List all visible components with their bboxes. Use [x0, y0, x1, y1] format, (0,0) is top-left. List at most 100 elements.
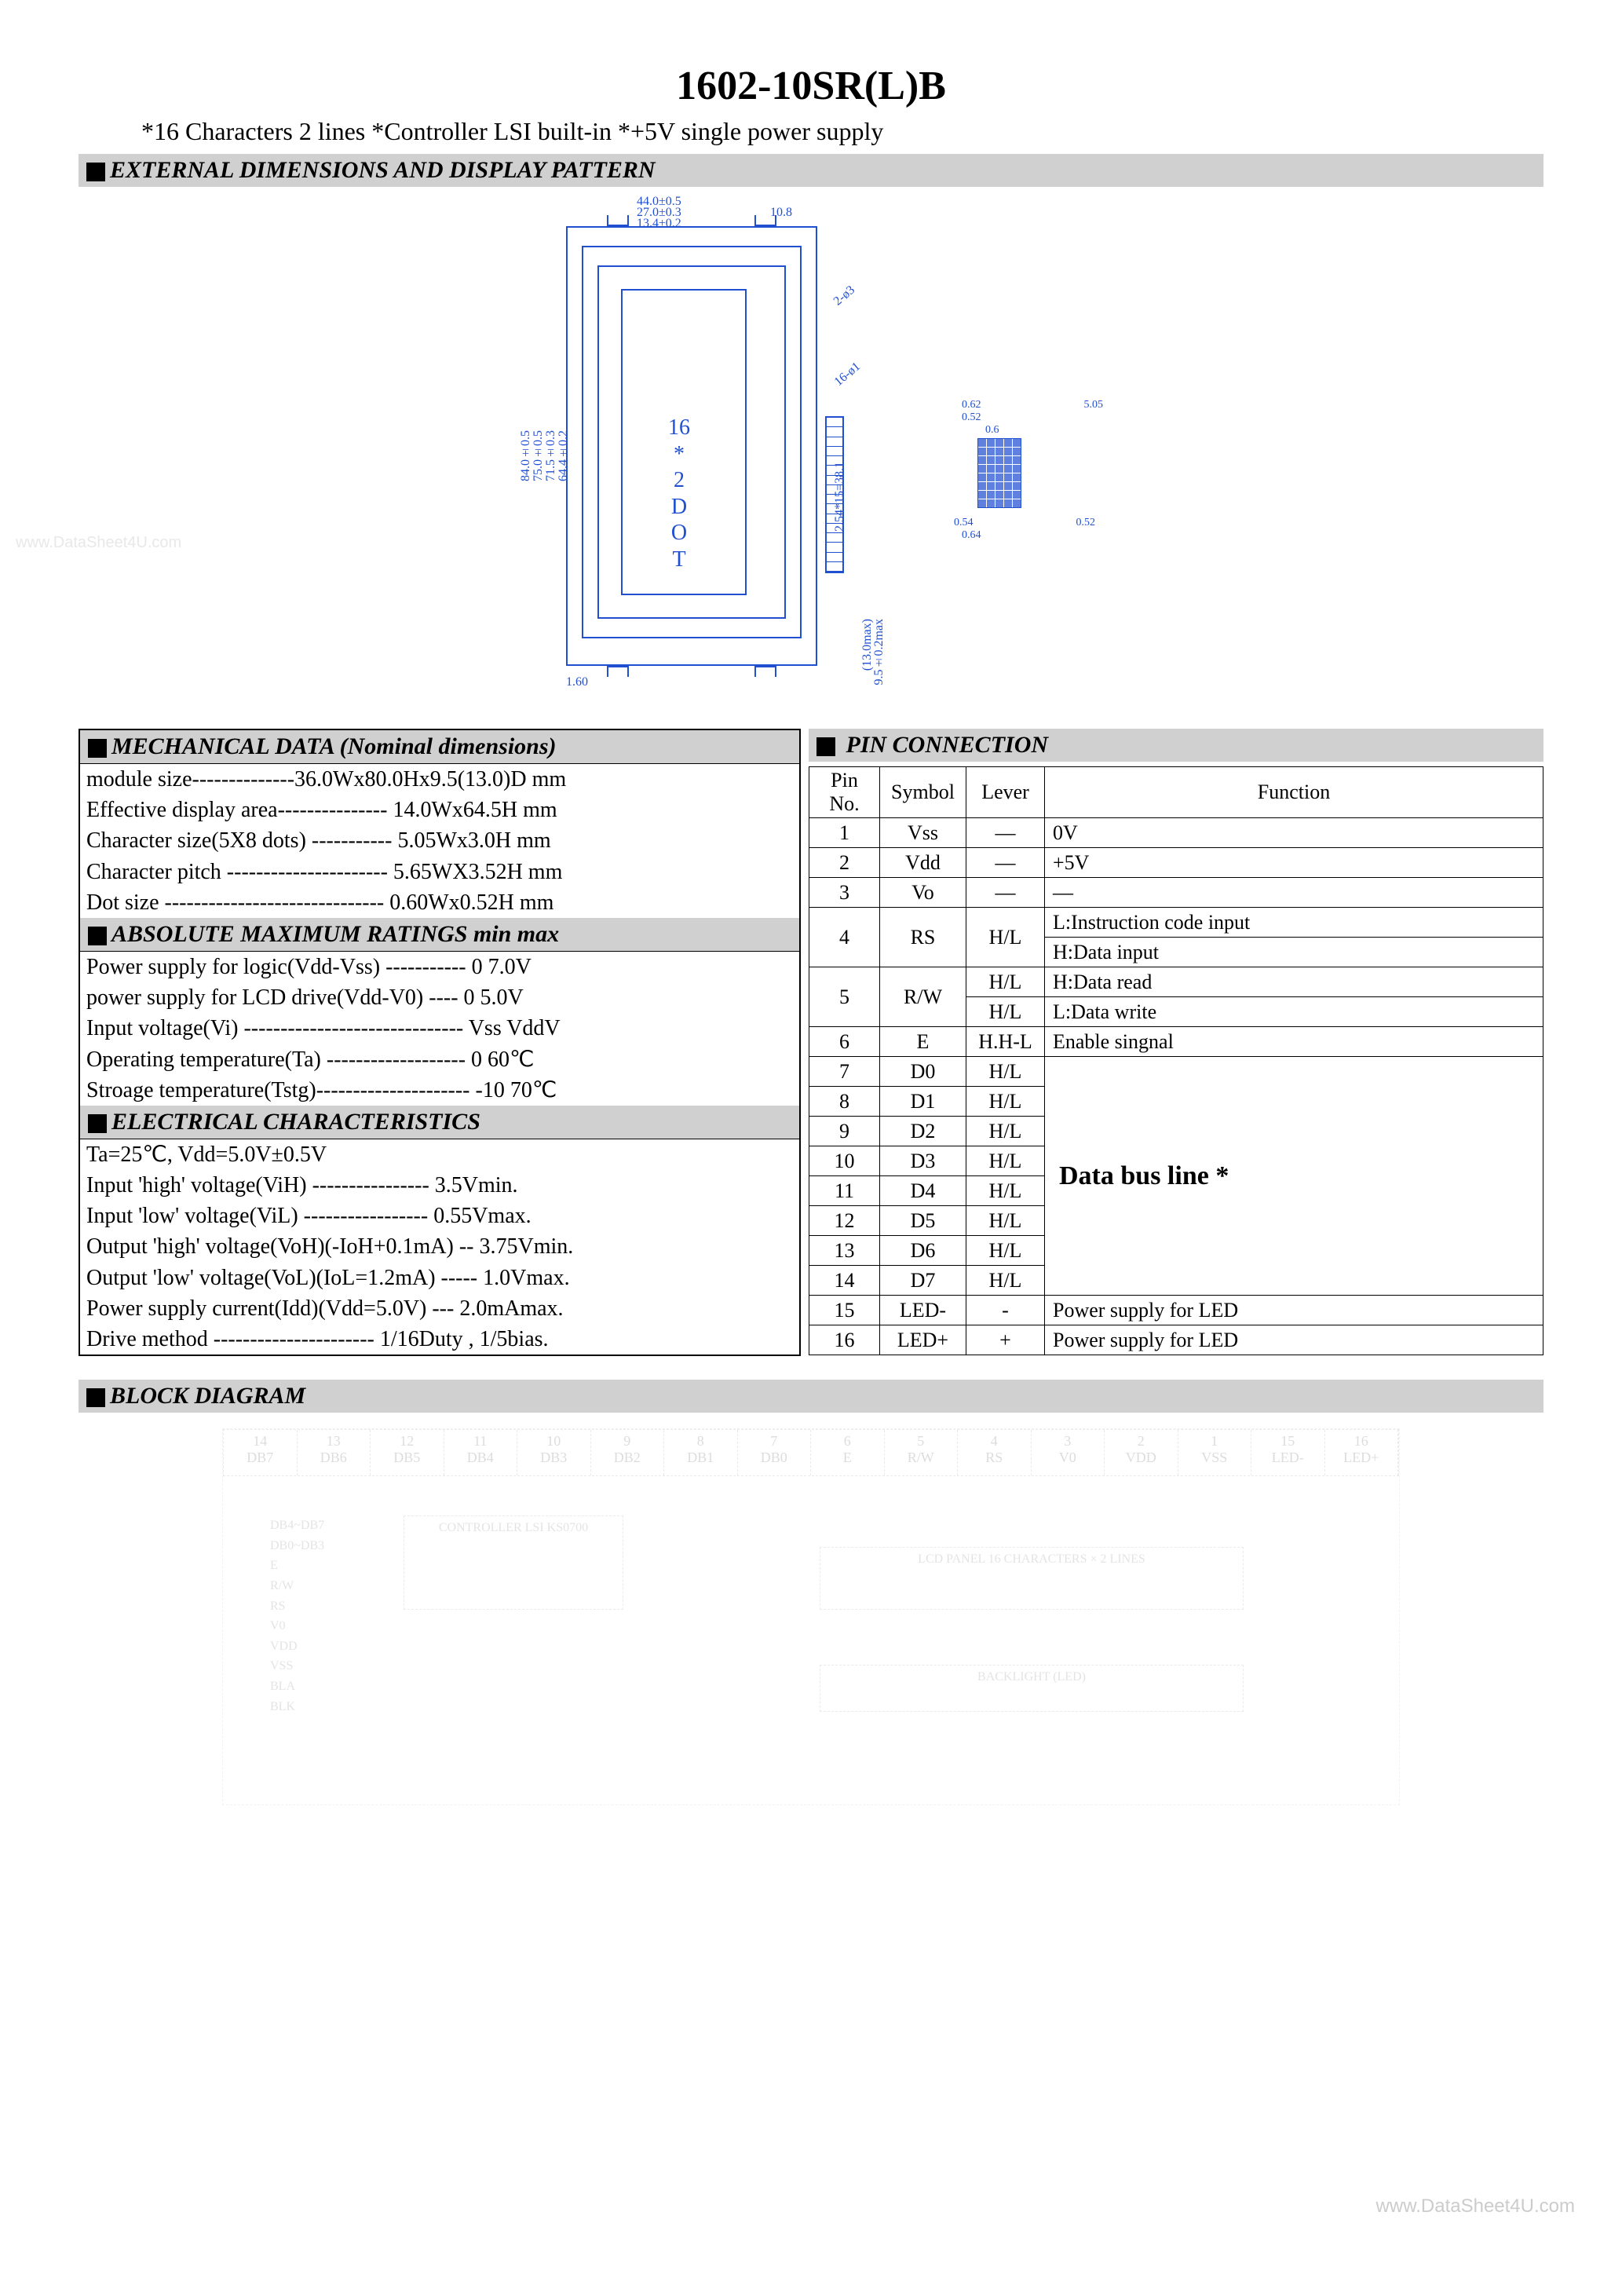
- absmax-line: Power supply for logic(Vdd-Vss) --------…: [80, 952, 799, 982]
- bd-left-label: RS: [270, 1596, 324, 1617]
- bd-pin: 5R/W: [885, 1430, 959, 1475]
- table-row: 15LED--Power supply for LED: [809, 1296, 1543, 1325]
- square-icon: [88, 927, 107, 945]
- section-block-label: BLOCK DIAGRAM: [110, 1383, 305, 1409]
- square-icon: [816, 737, 835, 756]
- page-subtitle: *16 Characters 2 lines *Controller LSI b…: [79, 117, 1543, 146]
- mech-line: Effective display area--------------- 14…: [80, 795, 799, 825]
- bd-pin: 8DB1: [664, 1430, 738, 1475]
- dim-depth-2: 9.5±0.2max: [872, 619, 886, 686]
- bd-left-label: V0: [270, 1616, 324, 1636]
- mech-line: Character size(5X8 dots) ----------- 5.0…: [80, 825, 799, 856]
- char-dim-2: 0.52: [962, 411, 981, 424]
- section-pin-label: PIN CONNECTION: [840, 732, 1048, 758]
- char-dim-4: 0.6: [985, 424, 999, 437]
- bd-backlight-box: BACKLIGHT (LED): [820, 1665, 1244, 1712]
- pin-connection-table: Pin No. Symbol Lever Function 1Vss—0V 2V…: [809, 766, 1543, 1355]
- square-icon: [86, 163, 105, 181]
- table-row: 4RSH/LL:Instruction code input: [809, 908, 1543, 938]
- section-electrical-label: ELECTRICAL CHARACTERISTICS: [111, 1109, 480, 1135]
- bd-pin: 3V0: [1032, 1430, 1105, 1475]
- col-function: Function: [1045, 767, 1543, 818]
- section-mechanical-label: MECHANICAL DATA (Nominal dimensions): [111, 733, 557, 759]
- bd-left-label: DB0~DB3: [270, 1536, 324, 1556]
- bd-pin: 10DB3: [517, 1430, 591, 1475]
- section-abs-max: ABSOLUTE MAXIMUM RATINGS min max: [80, 918, 799, 952]
- char-dim-7: 0.52: [1076, 517, 1096, 529]
- bd-pin: 14DB7: [224, 1430, 298, 1475]
- bd-pin: 4RS: [958, 1430, 1032, 1475]
- bd-left-label: DB4~DB7: [270, 1515, 324, 1536]
- absmax-line: Operating temperature(Ta) --------------…: [80, 1044, 799, 1075]
- pcb-tab: [754, 666, 776, 677]
- square-icon: [86, 1388, 105, 1407]
- data-bus-cell: Data bus line *: [1045, 1057, 1543, 1296]
- section-external-dimensions: EXTERNAL DIMENSIONS AND DISPLAY PATTERN: [79, 154, 1543, 187]
- char-dim-6: 0.64: [962, 529, 981, 542]
- character-detail-drawing: 0.62 0.52 5.05 0.6 0.54 0.64 0.52: [962, 430, 1103, 556]
- bd-pin: 16LED+: [1325, 1430, 1399, 1475]
- bd-pin: 15LED-: [1251, 1430, 1325, 1475]
- dim-hole-1: 2-ø3: [831, 283, 858, 309]
- dimension-diagram: 44.0±0.5 27.0±0.3 13.4±0.2 10.8 16 * 2 D…: [79, 195, 1543, 713]
- section-block-diagram: BLOCK DIAGRAM: [79, 1380, 1543, 1413]
- table-row: 16LED++Power supply for LED: [809, 1325, 1543, 1355]
- bd-left-label: E: [270, 1556, 324, 1576]
- mech-line: Character pitch ---------------------- 5…: [80, 857, 799, 887]
- char-dim-1: 0.62: [962, 399, 981, 411]
- pcb-tab: [607, 215, 629, 226]
- bd-left-label: VSS: [270, 1656, 324, 1676]
- bd-pin: 12DB5: [371, 1430, 444, 1475]
- pcb-tab: [607, 666, 629, 677]
- block-diagram-pin-row: 14DB713DB612DB511DB410DB39DB28DB17DB06E5…: [223, 1429, 1399, 1476]
- absmax-line: power supply for LCD drive(Vdd-V0) ---- …: [80, 982, 799, 1013]
- table-row: 1Vss—0V: [809, 818, 1543, 848]
- col-pin-no: Pin No.: [809, 767, 880, 818]
- bd-left-label: BLK: [270, 1697, 324, 1717]
- section-electrical: ELECTRICAL CHARACTERISTICS: [80, 1106, 799, 1139]
- absmax-line: Stroage temperature(Tstg)---------------…: [80, 1075, 799, 1106]
- bd-pin: 11DB4: [444, 1430, 518, 1475]
- dim-left-4: 64.4±0.2: [557, 430, 571, 481]
- lcd-outline-drawing: 44.0±0.5 27.0±0.3 13.4±0.2 10.8 16 * 2 D…: [519, 195, 864, 682]
- table-header-row: Pin No. Symbol Lever Function: [809, 767, 1543, 818]
- elec-line: Drive method ---------------------- 1/16…: [80, 1324, 799, 1355]
- bd-controller-box: CONTROLLER LSI KS0700: [404, 1515, 623, 1610]
- table-row: 3Vo——: [809, 878, 1543, 908]
- bd-pin: 9DB2: [591, 1430, 665, 1475]
- dim-hole-2: 16-ø1: [832, 360, 864, 389]
- bd-lcd-panel-box: LCD PANEL 16 CHARACTERS × 2 LINES: [820, 1547, 1244, 1610]
- bd-pin: 2VDD: [1105, 1430, 1178, 1475]
- table-row: 2Vdd—+5V: [809, 848, 1543, 878]
- elec-line: Output 'low' voltage(VoL)(IoL=1.2mA) ---…: [80, 1263, 799, 1293]
- square-icon: [88, 1114, 107, 1133]
- section-pin-connection: PIN CONNECTION: [809, 729, 1543, 762]
- lcd-panel-text: 16 * 2 D O T: [668, 415, 690, 573]
- pcb-tab: [754, 215, 776, 226]
- bd-left-labels: DB4~DB7DB0~DB3ER/WRSV0VDDVSSBLABLK: [270, 1515, 324, 1717]
- fn-data-read: H:Data read: [1045, 967, 1543, 997]
- col-symbol: Symbol: [880, 767, 966, 818]
- char-dim-5: 0.54: [954, 517, 974, 529]
- absmax-line: Input voltage(Vi) ----------------------…: [80, 1013, 799, 1044]
- table-row: 7D0H/LData bus line *: [809, 1057, 1543, 1087]
- square-icon: [88, 739, 107, 758]
- page-title: 1602-10SR(L)B: [79, 63, 1543, 109]
- bd-pin: 6E: [811, 1430, 885, 1475]
- section-external-label: EXTERNAL DIMENSIONS AND DISPLAY PATTERN: [110, 157, 656, 183]
- elec-line: Input 'high' voltage(ViH) --------------…: [80, 1170, 799, 1201]
- char-dim-3: 5.05: [1084, 399, 1104, 411]
- mech-line: Dot size ------------------------------ …: [80, 887, 799, 918]
- section-abs-max-label: ABSOLUTE MAXIMUM RATINGS min max: [111, 921, 559, 947]
- mechanical-data-box: MECHANICAL DATA (Nominal dimensions) mod…: [79, 729, 801, 1356]
- fn-data-input: H:Data input: [1045, 938, 1543, 967]
- mech-line: module size--------------36.0Wx80.0Hx9.5…: [80, 764, 799, 795]
- elec-line: Output 'high' voltage(VoH)(-IoH+0.1mA) -…: [80, 1231, 799, 1262]
- bd-left-label: R/W: [270, 1576, 324, 1596]
- dim-pin-pitch: 2.54*15=38.1: [833, 462, 847, 532]
- dim-bottom-1: 1.60: [566, 675, 588, 689]
- table-row: 5R/WH/LH:Data read: [809, 967, 1543, 997]
- bd-pin: 7DB0: [738, 1430, 812, 1475]
- bd-pin: 13DB6: [298, 1430, 371, 1475]
- dot-matrix-5x8: [977, 438, 1021, 508]
